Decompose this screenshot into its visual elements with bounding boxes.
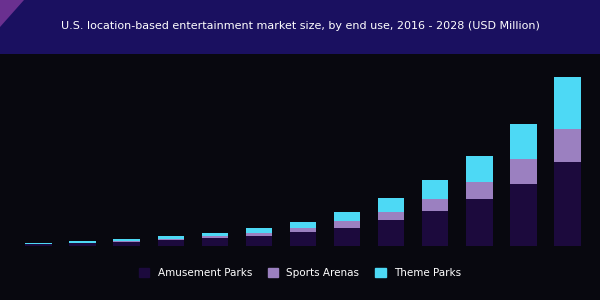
Text: U.S. location-based entertainment market size, by end use, 2016 - 2028 (USD Mill: U.S. location-based entertainment market… [61, 21, 539, 31]
Legend: Amusement Parks, Sports Arenas, Theme Parks: Amusement Parks, Sports Arenas, Theme Pa… [139, 268, 461, 278]
Bar [510, 160, 536, 184]
Bar [554, 129, 581, 162]
Bar [245, 233, 272, 236]
Bar [70, 242, 96, 243]
Bar [422, 199, 448, 211]
Bar [422, 180, 448, 199]
Bar [466, 199, 493, 246]
Bar [466, 156, 493, 182]
Bar [113, 241, 140, 242]
Bar [334, 221, 361, 228]
Bar [157, 240, 184, 246]
Bar [70, 243, 96, 246]
Polygon shape [0, 0, 24, 27]
Bar [202, 238, 228, 246]
Bar [202, 233, 228, 236]
Bar [157, 236, 184, 239]
Bar [25, 243, 52, 244]
Bar [290, 228, 316, 232]
Bar [290, 232, 316, 246]
Bar [157, 239, 184, 240]
Bar [334, 228, 361, 246]
Bar [422, 211, 448, 246]
Bar [290, 222, 316, 228]
Bar [466, 182, 493, 199]
Bar [113, 239, 140, 241]
Bar [510, 184, 536, 246]
Bar [245, 228, 272, 233]
Bar [334, 212, 361, 221]
Bar [378, 212, 404, 220]
Bar [378, 220, 404, 246]
Bar [245, 236, 272, 246]
Bar [378, 198, 404, 212]
Bar [554, 77, 581, 129]
Bar [113, 242, 140, 246]
Bar [202, 236, 228, 239]
Bar [554, 162, 581, 246]
Bar [510, 124, 536, 160]
Bar [25, 244, 52, 246]
